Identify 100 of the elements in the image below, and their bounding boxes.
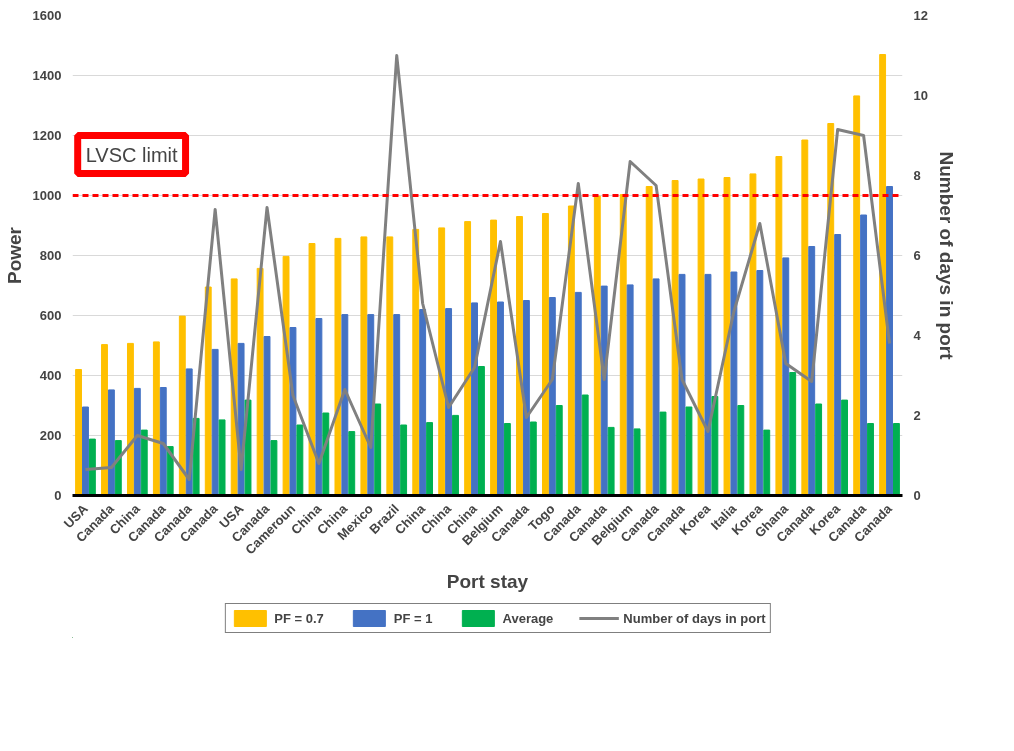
bar [593,195,601,496]
bar [296,424,304,496]
bar [749,173,757,496]
bar [541,213,549,496]
bar [374,403,382,496]
y-axis-title: Power [3,226,25,285]
bar [893,423,900,496]
y2-tick-label: 0 [913,488,921,503]
bar [159,387,167,496]
y-tick-label: 1600 [32,8,62,23]
y2-tick-label: 2 [913,408,921,423]
legend-label: Average [502,610,554,626]
y2-axis-title: Number of days in port [935,151,957,361]
x-axis-title: Port stay [446,570,529,592]
bar [827,123,835,496]
y-tick-label: 1200 [32,128,62,143]
bar [756,270,764,496]
bar [659,411,667,496]
bar [730,271,738,496]
bar [152,341,160,496]
bar [400,424,408,496]
y-tick-label: 1400 [32,68,62,83]
bar [282,255,290,496]
bar [218,419,226,496]
y2-tick-label: 6 [913,248,921,263]
legend-label: Number of days in port [623,610,766,626]
legend-label: PF = 0.7 [274,610,324,626]
bar [464,221,472,496]
bar [548,297,556,496]
bar [574,291,582,496]
bar [529,421,537,496]
bar [607,426,615,496]
bar [386,236,394,496]
bar [879,54,887,496]
bar [289,327,297,496]
bar [801,139,809,496]
bar [334,237,342,496]
y2-tick-label: 8 [913,168,921,183]
bar [211,348,219,496]
bar [678,273,686,496]
y-tick-label: 0 [54,488,62,503]
bar [834,234,842,496]
bar [503,423,511,496]
bar [645,186,653,496]
bar [178,315,186,496]
y-tick-label: 800 [39,248,62,263]
bar [782,257,790,496]
bar [438,227,446,496]
bar [497,301,504,496]
bar [133,387,141,496]
bar [555,405,563,496]
bar [697,178,705,496]
bar [775,156,783,496]
bar [841,399,849,496]
bar [114,440,122,496]
bar [445,308,453,496]
bar [348,431,356,496]
bar [652,278,660,496]
bar [567,205,575,496]
bar [522,300,530,496]
bar [723,177,731,496]
y-tick-label: 200 [39,428,62,443]
y2-tick-label: 12 [913,8,928,23]
bar [516,216,523,496]
bar [75,369,82,496]
bar [867,423,874,496]
bar [341,314,349,496]
bar [360,236,368,496]
bar [107,389,115,496]
y-tick-label: 1000 [32,188,62,203]
bar [471,302,478,496]
bar [88,438,96,496]
bar [633,428,641,496]
bar [126,342,134,496]
bar [426,422,434,496]
bar [789,372,797,496]
bar [853,95,861,496]
bar [711,396,719,496]
bar [101,344,108,496]
bar [737,405,745,496]
bar [581,394,589,496]
bar [419,309,427,496]
bar [626,284,634,496]
line-series [83,54,892,481]
legend-label: PF = 1 [393,610,433,626]
bar [452,414,459,496]
y-tick-label: 400 [39,368,62,383]
bar [308,243,316,496]
ref-line-label: LVSC limit [85,143,178,166]
bar [204,286,212,496]
bar [808,246,816,496]
bar [619,194,627,496]
bar [315,318,323,496]
bar [412,228,420,496]
bar [478,366,485,496]
bar [704,273,712,496]
y-tick-label: 600 [39,308,62,323]
bar [886,186,893,496]
bar [763,429,771,496]
bar [270,440,278,496]
